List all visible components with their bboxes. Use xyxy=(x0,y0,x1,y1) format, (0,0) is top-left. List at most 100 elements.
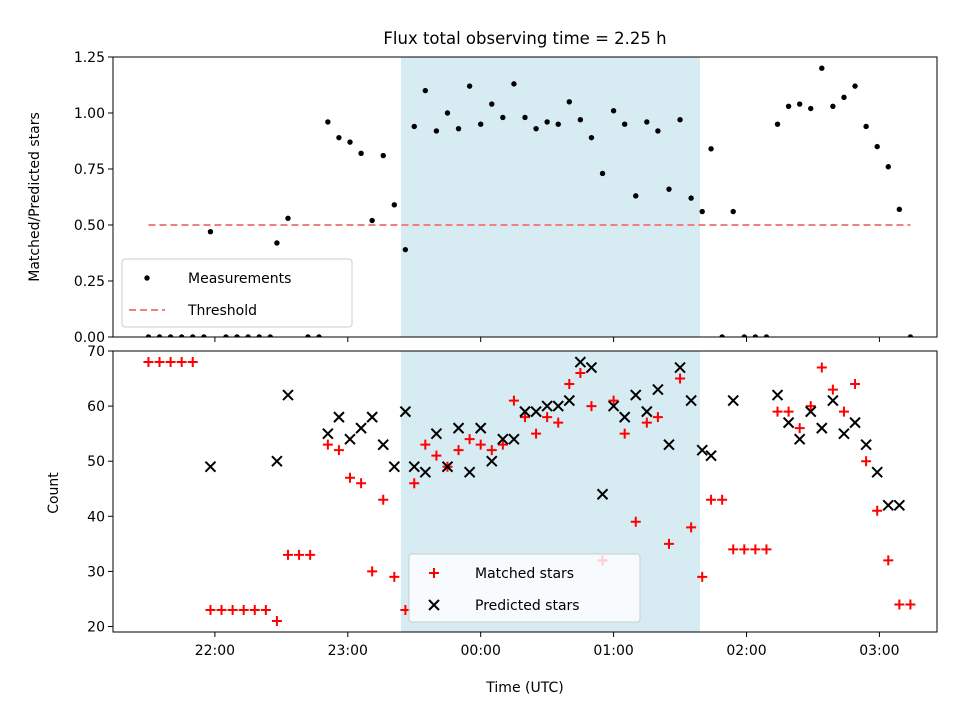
measurement-point xyxy=(852,83,858,89)
measurement-point xyxy=(896,206,903,213)
predicted-star-point xyxy=(271,455,283,467)
predicted-star-point xyxy=(596,488,609,500)
matched-star-point xyxy=(750,544,761,555)
measurement-point xyxy=(256,334,262,337)
y-tick-label: 20 xyxy=(87,619,105,635)
predicted-star-point xyxy=(871,466,883,478)
predicted-star-point xyxy=(541,400,553,412)
legend-label: Matched stars xyxy=(475,566,574,582)
predicted-star-point xyxy=(585,361,598,374)
x-tick-label: 02:00 xyxy=(726,643,766,659)
matched-star-point xyxy=(728,544,739,555)
measurement-point xyxy=(874,143,880,150)
predicted-star-point xyxy=(204,460,217,473)
matched-star-point xyxy=(205,604,216,615)
measurement-point xyxy=(655,128,661,134)
measurement-point xyxy=(533,125,539,132)
matched-star-point xyxy=(176,357,187,368)
matched-star-point xyxy=(761,544,772,555)
matched-star-point xyxy=(739,544,750,555)
measurement-point xyxy=(885,164,891,170)
matched-star-point xyxy=(322,439,333,450)
measurement-point xyxy=(402,246,409,253)
predicted-star-point xyxy=(882,499,894,511)
measurement-point xyxy=(796,101,803,107)
bottom-y-axis-label: Count xyxy=(46,472,62,514)
measurement-point xyxy=(156,334,163,337)
measurement-point xyxy=(522,114,528,121)
matched-star-point xyxy=(652,412,663,423)
measurement-point xyxy=(336,134,342,141)
measurement-point xyxy=(785,103,792,109)
predicted-star-point xyxy=(696,444,708,456)
matched-star-point xyxy=(453,445,464,456)
measurement-point xyxy=(752,334,759,337)
matched-star-point xyxy=(154,357,165,368)
matched-star-point xyxy=(282,549,293,560)
measurement-point xyxy=(621,121,628,127)
top-y-axis-label: Matched/Predicted stars xyxy=(27,112,43,282)
measurement-point xyxy=(145,334,152,337)
matched-star-point xyxy=(238,604,249,615)
measurement-point xyxy=(544,119,550,125)
legend-box xyxy=(408,553,641,623)
bottom-panel: 20 30 40 50 60 70 22:00 23:00 00:00 01:00 02:00 03:… xyxy=(87,344,938,659)
x-tick-label: 00:00 xyxy=(461,643,501,659)
matched-star-point xyxy=(389,571,400,582)
y-tick-label: 0.25 xyxy=(74,274,105,290)
measurement-point xyxy=(305,334,311,337)
predicted-star-point xyxy=(430,427,443,440)
x-tick-label: 23:00 xyxy=(328,643,368,659)
y-tick-label: 0.50 xyxy=(74,218,105,234)
measurement-point xyxy=(201,334,207,337)
matched-star-point xyxy=(464,434,475,445)
matched-star-point xyxy=(531,428,542,439)
predicted-star-point xyxy=(805,405,817,418)
measurement-point xyxy=(455,125,462,132)
y-tick-label: 0.75 xyxy=(74,162,105,178)
predicted-star-point xyxy=(893,499,906,511)
matched-star-point xyxy=(378,494,389,505)
measurement-point xyxy=(774,121,781,127)
predicted-star-point xyxy=(630,389,642,401)
measurement-point xyxy=(699,208,705,215)
predicted-star-point xyxy=(793,433,806,445)
matched-star-point xyxy=(905,599,916,610)
matched-star-point xyxy=(883,555,894,566)
predicted-star-point xyxy=(530,405,542,418)
predicted-star-point xyxy=(674,361,686,374)
measurement-point xyxy=(566,99,573,105)
x-tick-label: 01:00 xyxy=(593,643,633,659)
measurement-point xyxy=(316,334,322,337)
matched-star-point xyxy=(838,406,849,417)
measurement-point xyxy=(677,117,683,123)
predicted-star-point xyxy=(408,460,420,473)
legend: Measurements Threshold xyxy=(121,258,353,328)
matched-star-point xyxy=(894,599,905,610)
measurement-point xyxy=(347,139,353,145)
matched-star-point xyxy=(641,417,652,428)
chart-title: Flux total observing time = 2.25 h xyxy=(383,29,666,48)
x-tick-label: 03:00 xyxy=(859,643,899,659)
matched-star-point xyxy=(294,549,305,560)
measurement-point xyxy=(369,217,375,224)
legend: Matched stars Predicted stars xyxy=(408,553,641,623)
measurement-point xyxy=(391,202,398,208)
measurement-point xyxy=(285,215,291,221)
measurement-point xyxy=(741,334,747,337)
legend-label: Predicted stars xyxy=(475,598,580,614)
matched-star-point xyxy=(564,379,575,390)
predicted-star-point xyxy=(574,356,587,368)
predicted-star-point xyxy=(641,405,653,418)
legend-marker-plus xyxy=(429,568,439,578)
y-tick-label: 60 xyxy=(87,399,105,415)
matched-star-point xyxy=(827,384,838,395)
plot-area xyxy=(145,65,914,337)
predicted-star-point xyxy=(552,400,564,412)
matched-star-point xyxy=(486,445,497,456)
predicted-star-point xyxy=(474,422,487,434)
measurement-point xyxy=(907,334,914,337)
matched-star-point xyxy=(187,357,198,368)
matched-star-point xyxy=(630,516,641,527)
